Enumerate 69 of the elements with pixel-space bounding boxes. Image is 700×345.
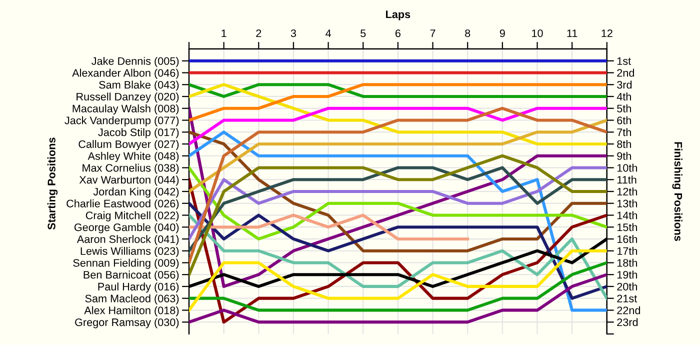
y2-tick-label: 18th bbox=[617, 258, 638, 267]
line-series bbox=[189, 130, 607, 252]
category-label: Jake Dennis (005) bbox=[92, 56, 179, 68]
y2-tick-label: 3rd bbox=[617, 80, 632, 89]
category-label: Jacob Stilp (017) bbox=[98, 128, 179, 138]
y2-tick-label: 2nd bbox=[617, 68, 634, 77]
line-series bbox=[189, 83, 607, 122]
y2-tick-label: 13th bbox=[617, 199, 638, 208]
line-series bbox=[189, 83, 607, 146]
y2-tick-label: 17th bbox=[617, 246, 638, 255]
category-label: Charlie Eastwood (026) bbox=[66, 199, 179, 210]
y2-tick-label: 23rd bbox=[617, 318, 638, 326]
y2-tick-label: 12th bbox=[617, 188, 638, 196]
line-series bbox=[189, 154, 607, 276]
x-tick-label: 9 bbox=[500, 29, 505, 38]
category-label: Craig Mitchell (022) bbox=[86, 211, 179, 222]
y2-tick-label: 20th bbox=[617, 282, 638, 290]
x-tick-label: 3 bbox=[290, 29, 296, 38]
x-tick-label: 5 bbox=[360, 30, 366, 38]
y2-tick-label: 8th bbox=[617, 140, 631, 148]
x-tick-label: 4 bbox=[326, 30, 331, 38]
category-label: George Gamble (040) bbox=[74, 223, 179, 234]
x-tick-label: 7 bbox=[430, 30, 436, 38]
y2-tick-label: 6th bbox=[617, 116, 631, 124]
y2-tick-label: 5th bbox=[617, 104, 631, 112]
y2-tick-label: 9th bbox=[617, 152, 631, 160]
y2-axis-title: Finishing Positions bbox=[672, 142, 682, 241]
y2-tick-label: 22nd bbox=[617, 306, 640, 314]
y2-tick-label: 1st bbox=[617, 57, 631, 65]
category-label: Ashley White (048) bbox=[88, 152, 179, 162]
x-tick-label: 12 bbox=[602, 29, 612, 38]
category-label: Paul Hardy (016) bbox=[98, 282, 179, 293]
category-label: Alexander Albon (046) bbox=[72, 68, 179, 79]
x-tick-label: 11 bbox=[567, 30, 578, 38]
x-tick-label: 2 bbox=[256, 29, 262, 38]
y2-tick-label: 19th bbox=[617, 270, 638, 279]
y2-tick-label: 7th bbox=[617, 128, 631, 136]
category-label: Macaulay Walsh (008) bbox=[72, 104, 179, 115]
y2-tick-label: 15th bbox=[617, 223, 638, 232]
line-series bbox=[189, 261, 607, 312]
category-label: Jack Vanderpump (077) bbox=[64, 116, 179, 126]
y2-tick-label: 4th bbox=[616, 92, 631, 100]
x-tick-label: 6 bbox=[395, 29, 400, 38]
text: Starting Positions bbox=[47, 138, 58, 230]
category-label: Aaron Sherlock (041) bbox=[76, 235, 179, 246]
category-label: Sennan Fielding (009) bbox=[73, 258, 179, 269]
category-label: Xav Warburton (044) bbox=[79, 176, 179, 186]
category-label: Alex Hamilton (018) bbox=[84, 306, 179, 316]
line-series bbox=[189, 249, 607, 312]
line-series bbox=[189, 273, 607, 324]
y2-tick-label: 10th bbox=[617, 164, 638, 172]
category-label: Russell Danzey (020) bbox=[76, 92, 179, 103]
category-label: Sam Blake (043) bbox=[99, 80, 179, 91]
y2-tick-label: 14th bbox=[617, 211, 638, 220]
x-axis-title: Laps bbox=[386, 10, 410, 20]
category-label: Lewis Williams (023) bbox=[80, 246, 179, 258]
x-tick-label: 8 bbox=[465, 29, 470, 38]
x-tick-label: 1 bbox=[222, 30, 226, 38]
category-label: Sam Macleod (063) bbox=[85, 294, 179, 305]
category-label: Gregor Ramsay (030) bbox=[75, 318, 179, 328]
category-label: Callum Bowyer (027) bbox=[78, 140, 179, 150]
category-label: Max Cornelius (038) bbox=[82, 164, 179, 174]
y2-tick-label: 11th bbox=[617, 176, 636, 184]
category-label: Jordan King (042) bbox=[93, 188, 179, 198]
x-tick-label: 10 bbox=[532, 29, 543, 38]
category-label: Ben Barnicoat (056) bbox=[84, 270, 179, 281]
line-series bbox=[189, 118, 607, 194]
y2-tick-label: 21st bbox=[617, 294, 638, 302]
y2-tick-label: 16th bbox=[617, 235, 638, 243]
